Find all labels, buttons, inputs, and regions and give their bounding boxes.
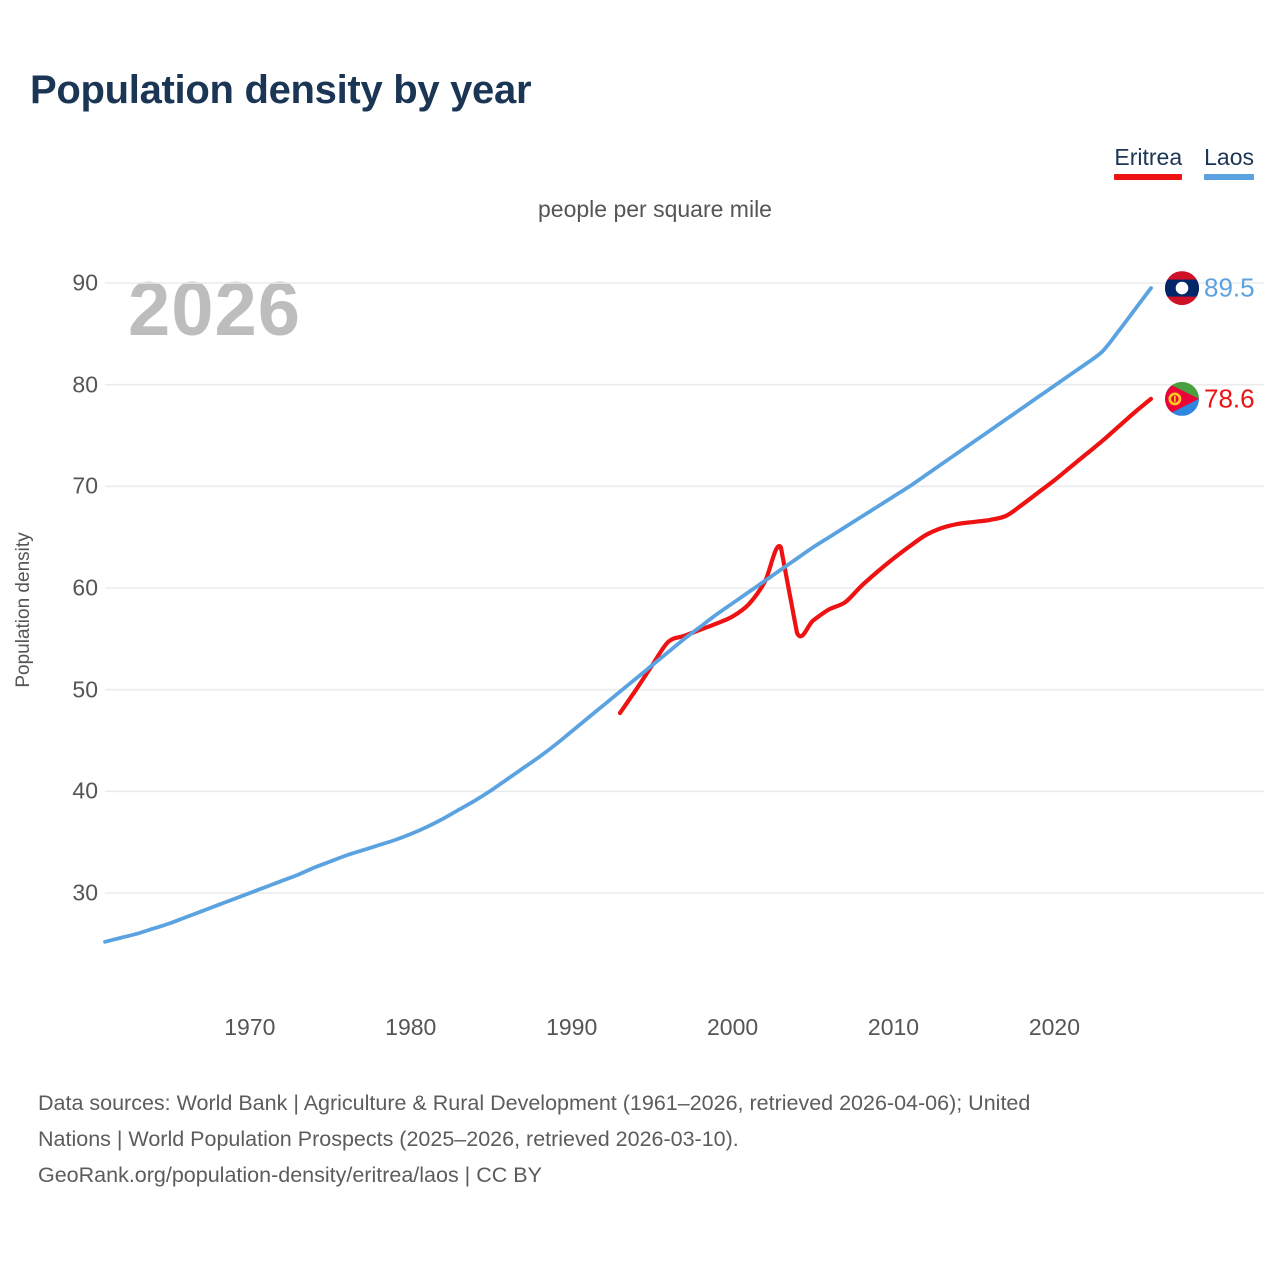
- chart-subtitle: people per square mile: [538, 196, 772, 222]
- footer-line-2: Nations | World Population Prospects (20…: [38, 1127, 739, 1151]
- legend-label-eritrea: Eritrea: [1114, 144, 1183, 170]
- eritrea-flag-icon: [1165, 381, 1199, 416]
- footer-line-3: GeoRank.org/population-density/eritrea/l…: [38, 1163, 542, 1187]
- y-tick-label: 40: [72, 777, 98, 804]
- x-tick-label: 1970: [224, 1014, 276, 1040]
- y-axis-title: Population density: [13, 532, 34, 688]
- y-tick-label: 50: [72, 676, 98, 703]
- series-line-eritrea: [617, 396, 1154, 716]
- x-tick-label: 2000: [707, 1014, 759, 1040]
- legend-swatch-laos: [1204, 174, 1254, 180]
- endpoint-label-eritrea: 78.6: [1204, 383, 1255, 414]
- legend-item-laos[interactable]: Laos: [1204, 144, 1254, 180]
- x-tick-label: 1990: [546, 1014, 598, 1040]
- legend-swatch-eritrea: [1114, 174, 1183, 180]
- y-tick-label: 60: [72, 574, 98, 601]
- legend-item-eritrea[interactable]: Eritrea: [1114, 144, 1183, 180]
- page-title: Population density by year: [30, 68, 532, 112]
- y-tick-label: 30: [72, 879, 98, 906]
- y-tick-label: 90: [72, 269, 98, 296]
- legend: Eritrea Laos: [1114, 144, 1254, 180]
- laos-flag-icon: [1165, 271, 1199, 306]
- legend-label-laos: Laos: [1204, 144, 1254, 170]
- x-tick-label: 2010: [867, 1014, 920, 1040]
- endpoint-label-laos: 89.5: [1204, 272, 1255, 303]
- footer-line-1: Data sources: World Bank | Agriculture &…: [38, 1091, 1031, 1115]
- y-tick-label: 80: [72, 371, 98, 398]
- gridlines: [105, 282, 1264, 894]
- year-watermark: 2026: [128, 267, 302, 352]
- x-tick-label: 2020: [1028, 1014, 1081, 1040]
- y-tick-label: 70: [72, 472, 98, 499]
- series-line-laos: [103, 286, 1153, 944]
- footer-sources: Data sources: World Bank | Agriculture &…: [38, 1085, 1253, 1193]
- x-tick-label: 1980: [385, 1014, 437, 1040]
